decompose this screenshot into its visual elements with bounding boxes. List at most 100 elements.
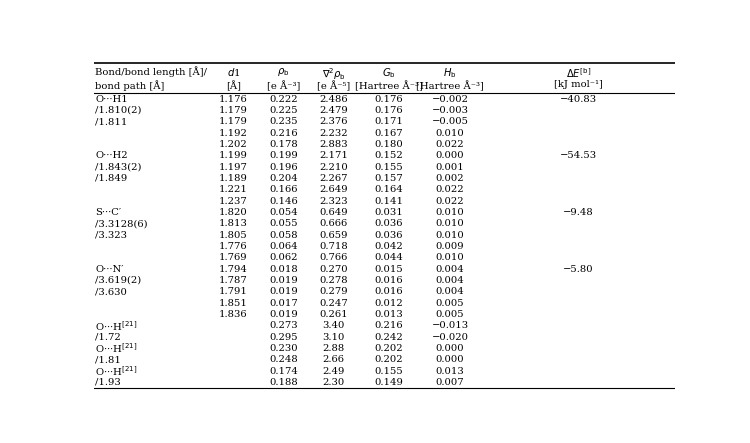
Text: 0.196: 0.196 [269, 163, 298, 171]
Text: 0.176: 0.176 [375, 106, 404, 115]
Text: 2.883: 2.883 [320, 140, 348, 149]
Text: 0.225: 0.225 [269, 106, 298, 115]
Text: 2.30: 2.30 [322, 378, 345, 387]
Text: [Hartree Å⁻³]: [Hartree Å⁻³] [416, 81, 484, 91]
Text: 0.295: 0.295 [269, 333, 298, 342]
Text: −9.48: −9.48 [563, 208, 594, 217]
Text: O···H1: O···H1 [95, 94, 128, 104]
Text: 0.141: 0.141 [374, 197, 404, 206]
Text: 0.010: 0.010 [436, 128, 464, 138]
Text: 0.174: 0.174 [269, 367, 298, 376]
Text: 2.88: 2.88 [322, 344, 345, 353]
Text: −54.53: −54.53 [560, 151, 597, 160]
Text: 0.204: 0.204 [269, 174, 298, 183]
Text: 0.157: 0.157 [375, 174, 404, 183]
Text: 0.230: 0.230 [269, 344, 298, 353]
Text: 3.10: 3.10 [322, 333, 345, 342]
Text: −0.005: −0.005 [431, 117, 469, 126]
Text: 1.813: 1.813 [219, 219, 248, 228]
Text: −0.002: −0.002 [431, 94, 469, 104]
Text: 0.279: 0.279 [320, 287, 348, 296]
Text: O···H$^{[21]}$: O···H$^{[21]}$ [95, 364, 138, 378]
Text: −40.83: −40.83 [560, 94, 597, 104]
Text: 2.232: 2.232 [320, 128, 348, 138]
Text: 1.851: 1.851 [219, 299, 248, 307]
Text: −5.80: −5.80 [563, 264, 594, 274]
Text: 0.164: 0.164 [375, 185, 404, 194]
Text: 2.210: 2.210 [320, 163, 348, 171]
Text: 0.010: 0.010 [436, 208, 464, 217]
Text: $\nabla^2\rho_{\mathrm{b}}$: $\nabla^2\rho_{\mathrm{b}}$ [322, 66, 346, 82]
Text: 1.199: 1.199 [219, 151, 248, 160]
Text: $G_{\mathrm{b}}$: $G_{\mathrm{b}}$ [382, 66, 396, 80]
Text: $\Delta E^{\mathrm{[b]}}$: $\Delta E^{\mathrm{[b]}}$ [566, 66, 591, 80]
Text: /1.843(2): /1.843(2) [95, 163, 142, 171]
Text: 0.180: 0.180 [375, 140, 404, 149]
Text: 2.486: 2.486 [320, 94, 348, 104]
Text: [Å]: [Å] [226, 81, 241, 91]
Text: 0.202: 0.202 [375, 344, 404, 353]
Text: 0.167: 0.167 [375, 128, 404, 138]
Text: 3.40: 3.40 [322, 321, 345, 330]
Text: /1.849: /1.849 [95, 174, 128, 183]
Text: 0.000: 0.000 [436, 151, 464, 160]
Text: 1.176: 1.176 [219, 94, 248, 104]
Text: 1.197: 1.197 [219, 163, 248, 171]
Text: 1.179: 1.179 [219, 106, 248, 115]
Text: 0.013: 0.013 [436, 367, 464, 376]
Text: 1.787: 1.787 [219, 276, 248, 285]
Text: 0.016: 0.016 [375, 287, 404, 296]
Text: 0.001: 0.001 [436, 163, 464, 171]
Text: [Hartree Å⁻³]: [Hartree Å⁻³] [355, 81, 423, 91]
Text: 0.718: 0.718 [320, 242, 348, 251]
Text: 2.323: 2.323 [320, 197, 348, 206]
Text: 1.836: 1.836 [219, 310, 248, 319]
Text: 0.010: 0.010 [436, 253, 464, 262]
Text: 0.278: 0.278 [320, 276, 348, 285]
Text: 0.064: 0.064 [269, 242, 298, 251]
Text: [e Å⁻⁵]: [e Å⁻⁵] [317, 81, 350, 91]
Text: 0.054: 0.054 [269, 208, 298, 217]
Text: 0.015: 0.015 [375, 264, 404, 274]
Text: 0.649: 0.649 [320, 208, 348, 217]
Text: 0.149: 0.149 [374, 378, 404, 387]
Text: O···H$^{[21]}$: O···H$^{[21]}$ [95, 319, 138, 333]
Text: 0.261: 0.261 [320, 310, 348, 319]
Text: 0.022: 0.022 [436, 197, 464, 206]
Text: 0.222: 0.222 [269, 94, 298, 104]
Text: 0.022: 0.022 [436, 185, 464, 194]
Text: 2.171: 2.171 [320, 151, 348, 160]
Text: 0.062: 0.062 [269, 253, 298, 262]
Text: /3.619(2): /3.619(2) [95, 276, 142, 285]
Text: 0.248: 0.248 [269, 355, 298, 364]
Text: /1.81: /1.81 [95, 355, 122, 364]
Text: 0.155: 0.155 [375, 163, 404, 171]
Text: 0.019: 0.019 [269, 276, 298, 285]
Text: −0.003: −0.003 [431, 106, 469, 115]
Text: 0.002: 0.002 [436, 174, 464, 183]
Text: 0.152: 0.152 [375, 151, 404, 160]
Text: $d$1: $d$1 [226, 66, 240, 78]
Text: 0.012: 0.012 [375, 299, 404, 307]
Text: /1.811: /1.811 [95, 117, 128, 126]
Text: 1.192: 1.192 [219, 128, 248, 138]
Text: 2.376: 2.376 [320, 117, 348, 126]
Text: 2.649: 2.649 [320, 185, 348, 194]
Text: 0.199: 0.199 [269, 151, 298, 160]
Text: 2.479: 2.479 [320, 106, 348, 115]
Text: 0.042: 0.042 [375, 242, 404, 251]
Text: 0.018: 0.018 [269, 264, 298, 274]
Text: /1.72: /1.72 [95, 333, 122, 342]
Text: 0.004: 0.004 [436, 264, 464, 274]
Text: 0.273: 0.273 [269, 321, 298, 330]
Text: −0.020: −0.020 [431, 333, 469, 342]
Text: 2.66: 2.66 [322, 355, 345, 364]
Text: 0.044: 0.044 [374, 253, 404, 262]
Text: $H_{\mathrm{b}}$: $H_{\mathrm{b}}$ [443, 66, 457, 80]
Text: 0.666: 0.666 [320, 219, 348, 228]
Text: /3.630: /3.630 [95, 287, 128, 296]
Text: 1.769: 1.769 [219, 253, 248, 262]
Text: /1.93: /1.93 [95, 378, 122, 387]
Text: 0.036: 0.036 [375, 219, 404, 228]
Text: 0.016: 0.016 [375, 276, 404, 285]
